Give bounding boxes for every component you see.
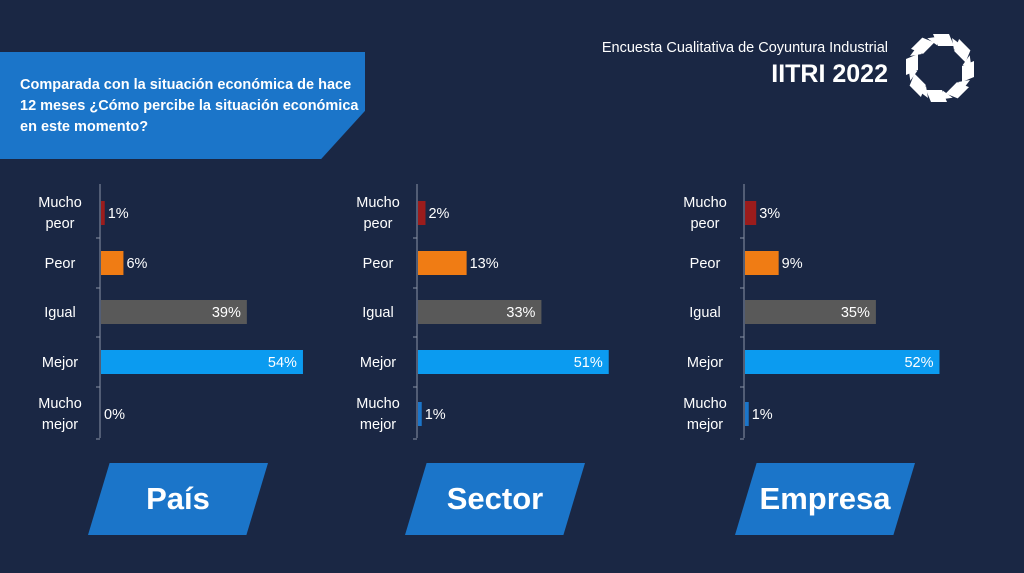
logo-segment — [942, 82, 969, 100]
logo-segment — [933, 34, 960, 50]
chart-title-sector: Sector — [446, 481, 544, 516]
bar-empresa-4 — [745, 402, 749, 426]
bar-pais-0 — [101, 201, 105, 225]
category-label: Peor — [45, 256, 76, 272]
chart-title-banner-sector: Sector — [405, 463, 585, 535]
value-label: 13% — [470, 256, 499, 272]
value-label: 51% — [574, 355, 603, 371]
logo-segment — [920, 86, 947, 102]
category-label: Igual — [362, 305, 393, 321]
bar-sector-4 — [418, 402, 422, 426]
category-label: Mucho peor — [38, 195, 82, 232]
chart-title-empresa: Empresa — [759, 481, 891, 516]
logo-segment — [958, 61, 974, 88]
bar-sector-2 — [418, 300, 542, 324]
bar-empresa-2 — [745, 300, 876, 324]
value-label: 33% — [506, 305, 535, 321]
value-label: 9% — [782, 256, 803, 272]
bar-empresa-1 — [745, 251, 779, 275]
value-label: 0% — [104, 407, 125, 423]
category-label: Mucho peor — [356, 195, 400, 232]
value-label: 6% — [126, 256, 147, 272]
bar-empresa-0 — [745, 201, 757, 225]
survey-title: IITRI 2022 — [771, 60, 888, 88]
value-label: 1% — [752, 407, 773, 423]
chart-title-banner-pais: País — [88, 463, 268, 535]
category-label: Mejor — [360, 355, 396, 371]
question-text: Comparada con la situación económica de … — [20, 77, 359, 135]
bar-pais-1 — [101, 251, 124, 275]
bar-sector-0 — [418, 201, 426, 225]
iitri-logo-icon — [906, 34, 974, 102]
category-label: Igual — [689, 305, 720, 321]
value-label: 3% — [759, 206, 780, 222]
category-label: Mucho mejor — [38, 396, 82, 433]
value-label: 52% — [904, 355, 933, 371]
value-label: 2% — [428, 206, 449, 222]
value-label: 1% — [425, 407, 446, 423]
category-label: Igual — [44, 305, 75, 321]
chart-title-banner-empresa: Empresa — [735, 463, 915, 535]
chart-title-pais: País — [146, 481, 210, 516]
category-label: Mejor — [42, 355, 78, 371]
value-label: 35% — [841, 305, 870, 321]
value-label: 1% — [108, 206, 129, 222]
category-label: Mucho mejor — [356, 396, 400, 433]
survey-subtitle: Encuesta Cualitativa de Coyuntura Indust… — [601, 40, 888, 56]
category-label: Peor — [690, 256, 721, 272]
bar-empresa-3 — [745, 350, 940, 374]
value-label: 39% — [212, 305, 241, 321]
logo-segment — [911, 36, 938, 54]
bar-sector-3 — [418, 350, 609, 374]
category-label: Mucho peor — [683, 195, 727, 232]
bar-pais-2 — [101, 300, 247, 324]
category-label: Mejor — [687, 355, 723, 371]
bar-pais-3 — [101, 350, 303, 374]
question-banner: Comparada con la situación económica de … — [0, 52, 365, 159]
logo-segment — [906, 48, 922, 75]
category-label: Peor — [363, 256, 394, 272]
value-label: 54% — [268, 355, 297, 371]
logo-segment — [954, 39, 972, 66]
bar-sector-1 — [418, 251, 467, 275]
category-label: Mucho mejor — [683, 396, 727, 433]
logo-segment — [908, 70, 926, 97]
